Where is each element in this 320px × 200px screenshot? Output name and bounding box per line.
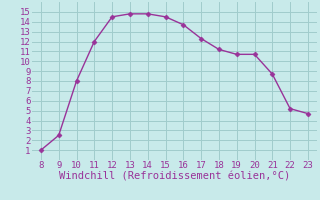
X-axis label: Windchill (Refroidissement éolien,°C): Windchill (Refroidissement éolien,°C) bbox=[59, 172, 290, 182]
